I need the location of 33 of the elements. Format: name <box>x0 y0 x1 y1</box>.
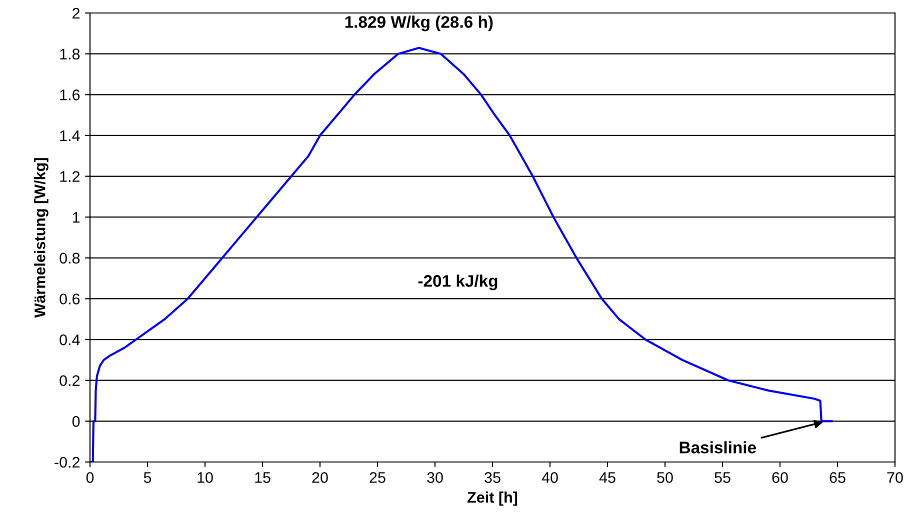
x-tick-label: 25 <box>370 472 386 483</box>
x-tick-label: 35 <box>484 472 500 483</box>
y-tick-label: 1.2 <box>60 171 80 182</box>
x-tick-label: 65 <box>830 472 846 483</box>
x-axis-title: Zeit [h] <box>468 492 518 506</box>
x-tick-label: 20 <box>312 472 328 483</box>
annotation: 1.829 W/kg (28.6 h) <box>345 16 493 32</box>
y-tick-label: 0.2 <box>60 375 80 386</box>
y-tick-label: 1.4 <box>60 130 80 141</box>
x-tick-label: 40 <box>542 472 558 483</box>
line-series <box>90 46 833 462</box>
x-tick-label: 70 <box>887 472 903 483</box>
x-tick-label: 0 <box>86 472 94 483</box>
y-tick-label: 1 <box>72 212 80 223</box>
y-tick-label: 0 <box>72 416 80 427</box>
annotation: Basislinie <box>680 441 756 454</box>
y-tick-label: 0.6 <box>60 294 80 304</box>
y-axis-title: Wärmeleistung [W/kg] <box>34 158 48 318</box>
x-tick-label: 15 <box>255 472 270 483</box>
x-tick-label: 60 <box>772 472 788 483</box>
y-tick-label: 1.6 <box>60 90 80 100</box>
x-tick-label: 10 <box>198 472 213 483</box>
y-tick-label: 0.8 <box>60 252 80 264</box>
annotation: -201 kJ/kg <box>418 274 498 290</box>
y-tick-label: 2 <box>72 8 80 19</box>
x-tick-label: 55 <box>714 472 730 483</box>
y-tick-label: 0.4 <box>60 334 80 346</box>
x-tick-label: 30 <box>427 472 443 483</box>
x-tick-label: 50 <box>657 472 673 483</box>
x-tick-label: 5 <box>144 472 152 483</box>
y-tick-label: 1.8 <box>60 48 80 60</box>
y-tick-label: -0.2 <box>54 456 80 468</box>
x-tick-label: 45 <box>599 472 616 483</box>
